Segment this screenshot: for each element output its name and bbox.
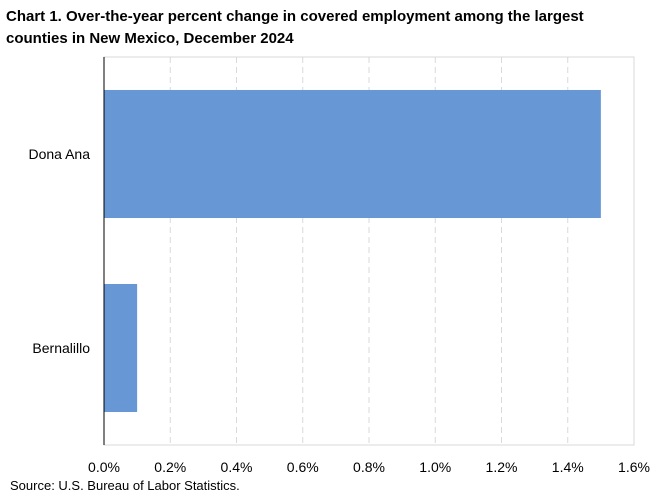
category-label: Bernalillo [32, 340, 90, 356]
bar-dona-ana [104, 89, 601, 219]
category-labels: Dona Ana Bernalillo [29, 146, 91, 356]
x-tick-label: 1.0% [419, 459, 451, 475]
bar-bernalillo [104, 283, 138, 413]
x-tick-label: 0.6% [287, 459, 319, 475]
category-label: Dona Ana [29, 146, 91, 162]
x-tick-label: 0.8% [353, 459, 385, 475]
bars [104, 89, 601, 413]
x-tick-label: 1.2% [486, 459, 518, 475]
x-tick-label: 0.0% [88, 459, 120, 475]
source-note: Source: U.S. Bureau of Labor Statistics. [10, 478, 240, 493]
x-tick-label: 1.4% [552, 459, 584, 475]
x-tick-label: 0.2% [154, 459, 186, 475]
x-tick-label: 1.6% [618, 459, 650, 475]
chart-title: Chart 1. Over-the-year percent change in… [6, 8, 584, 47]
x-axis-ticks: 0.0% 0.2% 0.4% 0.6% 0.8% 1.0% 1.2% 1.4% 1.6% [88, 459, 650, 475]
x-tick-label: 0.4% [221, 459, 253, 475]
